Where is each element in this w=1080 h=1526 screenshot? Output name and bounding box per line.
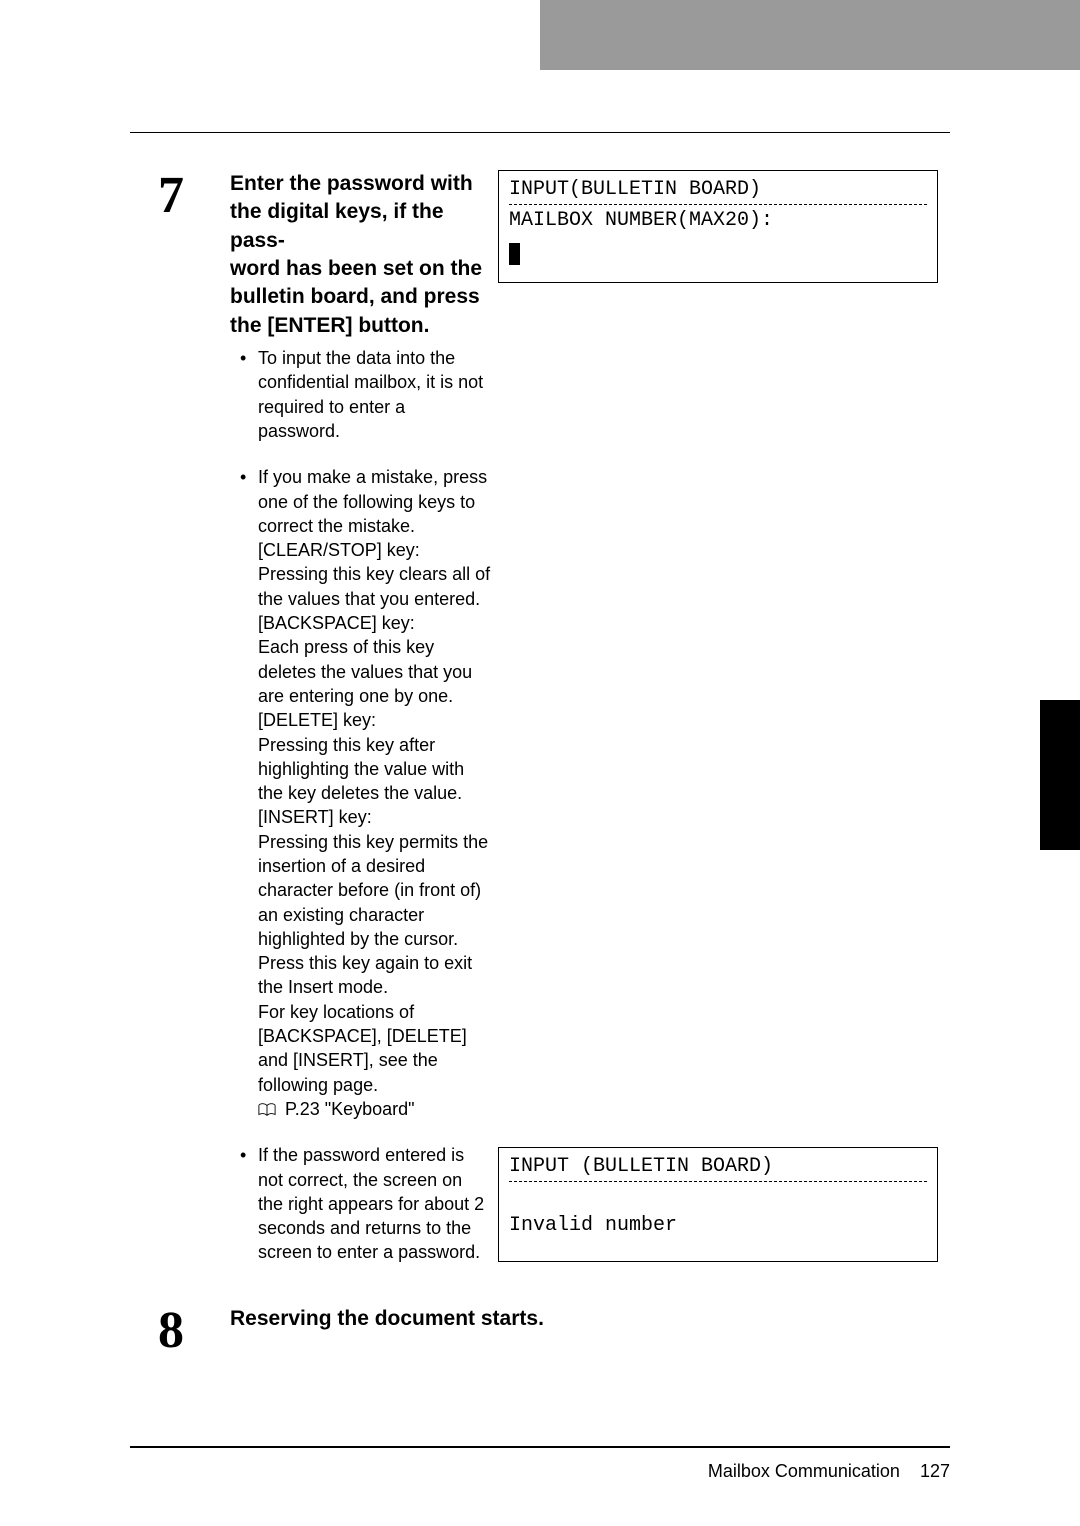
step-7-number: 7 (158, 170, 184, 222)
step-8-heading: Reserving the document starts. (230, 1305, 950, 1333)
page-content: 7 Enter the password with the digital ke… (230, 170, 950, 1363)
footer-rule (130, 1446, 950, 1448)
step7-b2-insert-desc: Pressing this key permits the insertion … (258, 832, 488, 998)
footer-page: 127 (920, 1461, 950, 1481)
step7-ref: P.23 "Keyboard" (230, 1097, 950, 1121)
step-8-number: 8 (158, 1305, 184, 1357)
step7-b2-delete-label: [DELETE] key: (258, 710, 376, 730)
step7-heading-l5: the [ENTER] button. (230, 314, 429, 337)
step7-b2-delete-desc: Pressing this key after highlighting the… (258, 735, 464, 804)
step-7-heading: Enter the password with the digital keys… (230, 170, 490, 340)
step7-bullet-1: To input the data into the confidential … (230, 346, 492, 443)
step7-b2-backspace-desc: Each press of this key deletes the value… (258, 637, 472, 706)
lcd2-line2: Invalid number (509, 1213, 927, 1238)
step7-heading-l1: Enter the password with (230, 172, 473, 195)
book-icon (258, 1103, 276, 1117)
step-8: 8 Reserving the document starts. (230, 1305, 950, 1333)
step7-b2-clearstop-desc: Pressing this key clears all of the valu… (258, 564, 490, 608)
step-7: 7 Enter the password with the digital ke… (230, 170, 950, 1265)
header-gray-bar (540, 0, 1080, 70)
step7-bullet-3: If the password entered is not correct, … (230, 1143, 492, 1264)
step7-b2-loc: For key locations of [BACKSPACE], [DELET… (258, 1002, 467, 1095)
side-black-tab (1040, 700, 1080, 850)
step7-heading-l3: word has been set on the (230, 257, 482, 280)
step7-b2-insert-label: [INSERT] key: (258, 807, 372, 827)
lcd1-line1: INPUT(BULLETIN BOARD) (509, 177, 927, 202)
footer-section: Mailbox Communication (708, 1461, 900, 1481)
step7-ref-text: P.23 "Keyboard" (285, 1099, 415, 1119)
step7-b2-backspace-label: [BACKSPACE] key: (258, 613, 415, 633)
step7-b2-clearstop-label: [CLEAR/STOP] key: (258, 540, 420, 560)
lcd-screen-input: INPUT(BULLETIN BOARD) MAILBOX NUMBER(MAX… (498, 170, 938, 283)
lcd2-divider (509, 1181, 927, 1182)
footer: Mailbox Communication 127 (708, 1461, 950, 1482)
lcd1-cursor (509, 243, 520, 265)
step7-b2-intro: If you make a mistake, press one of the … (258, 467, 487, 536)
step7-heading-l4: bulletin board, and press (230, 285, 480, 308)
lcd1-line2: MAILBOX NUMBER(MAX20): (509, 208, 927, 233)
step7-heading-l2: the digital keys, if the pass- (230, 200, 444, 251)
step7-bullet-2: If you make a mistake, press one of the … (230, 465, 492, 1097)
lcd1-divider (509, 204, 927, 205)
lcd-screen-invalid: INPUT (BULLETIN BOARD) Invalid number (498, 1147, 938, 1262)
lcd2-line1: INPUT (BULLETIN BOARD) (509, 1154, 927, 1179)
top-rule (130, 132, 950, 133)
